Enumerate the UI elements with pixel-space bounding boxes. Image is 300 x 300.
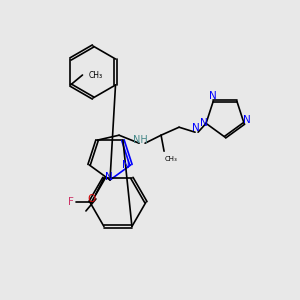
Text: N: N: [200, 118, 208, 128]
Text: CH₃: CH₃: [88, 70, 103, 80]
Text: N: N: [243, 116, 251, 125]
Text: F: F: [68, 197, 74, 207]
Text: N: N: [209, 91, 217, 101]
Text: N: N: [105, 172, 113, 182]
Text: CH₃: CH₃: [165, 156, 178, 162]
Text: N: N: [122, 160, 130, 170]
Text: O: O: [88, 194, 96, 204]
Text: NH: NH: [133, 135, 147, 145]
Text: N: N: [192, 123, 200, 133]
